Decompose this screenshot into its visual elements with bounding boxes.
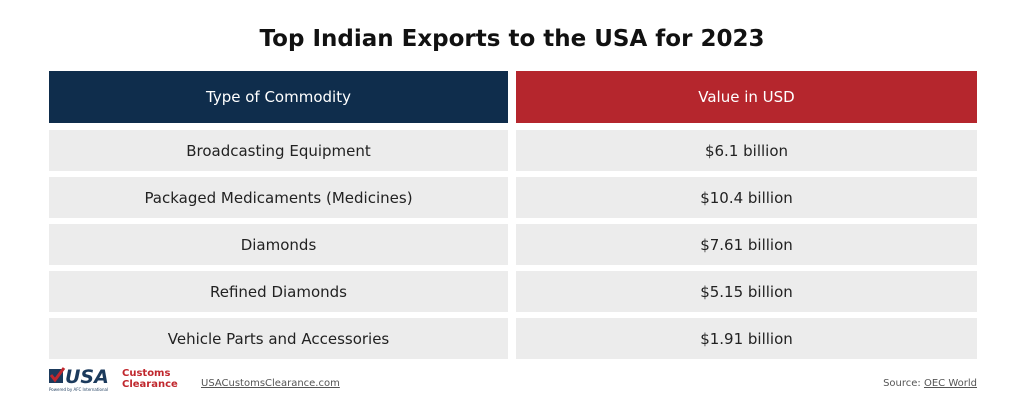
commodity-cell: Refined Diamonds <box>49 271 508 312</box>
commodity-cell: Packaged Medicaments (Medicines) <box>49 177 508 218</box>
value-cell: $6.1 billion <box>516 130 977 171</box>
column-header: Type of Commodity <box>49 71 508 123</box>
website-link[interactable]: USACustomsClearance.com <box>201 378 340 389</box>
column-header: Value in USD <box>516 71 977 123</box>
source-label: Source: <box>883 378 921 389</box>
source-link[interactable]: OEC World <box>923 378 977 389</box>
logo-line2: Clearance <box>122 379 178 390</box>
value-cell: $1.91 billion <box>516 318 977 359</box>
logo-tagline: Powered by AFC International <box>49 387 108 392</box>
logo-line1: Customs <box>122 368 170 379</box>
commodity-cell: Broadcasting Equipment <box>49 130 508 171</box>
value-cell: $7.61 billion <box>516 224 977 265</box>
value-cell: $5.15 billion <box>516 271 977 312</box>
logo-main: USA <box>65 366 109 388</box>
logo-check <box>49 367 66 383</box>
commodity-cell: Diamonds <box>49 224 508 265</box>
commodity-cell: Vehicle Parts and Accessories <box>49 318 508 359</box>
logo[interactable]: USA Customs Clearance Powered by AFC Int… <box>49 366 189 396</box>
value-cell: $10.4 billion <box>516 177 977 218</box>
title: Top Indian Exports to the USA for 2023 <box>259 26 765 52</box>
source: Source: OEC World <box>883 378 977 389</box>
